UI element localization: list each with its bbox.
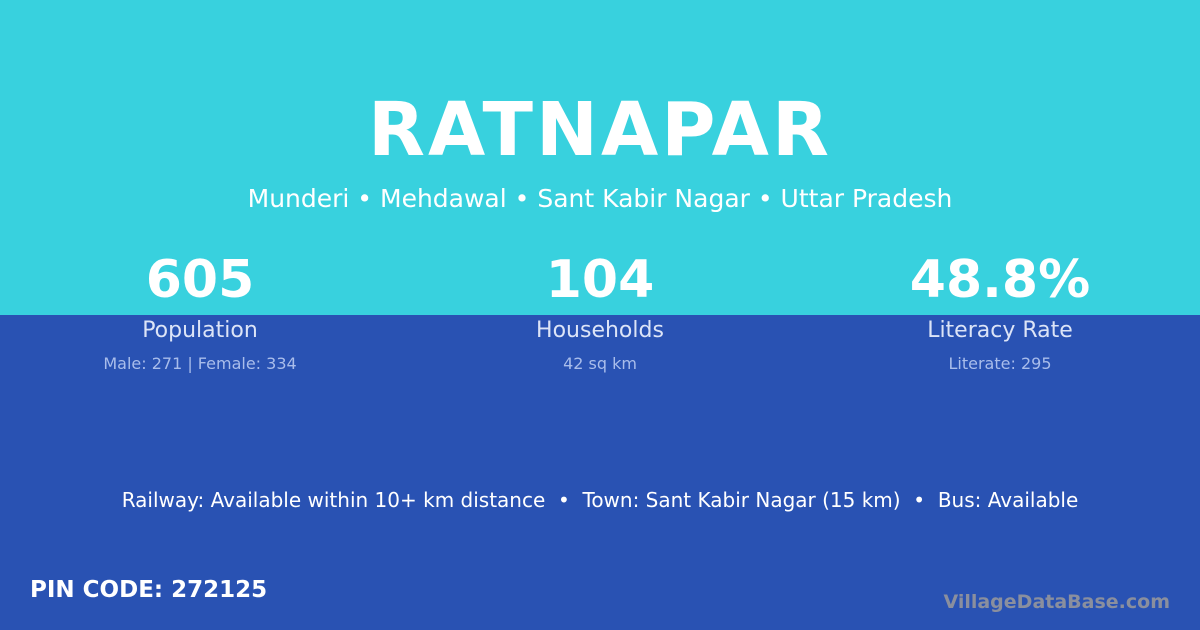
stat-label: Literacy Rate bbox=[927, 318, 1073, 343]
stat-detail: Literate: 295 bbox=[948, 354, 1052, 373]
stat-households: 104 Households 42 sq km bbox=[400, 248, 800, 376]
stat-detail: Male: 271 | Female: 334 bbox=[103, 354, 297, 373]
stat-detail: 42 sq km bbox=[563, 354, 637, 373]
village-name: RATNAPAR bbox=[368, 87, 832, 173]
pin-code: PIN CODE: 272125 bbox=[30, 577, 268, 603]
stat-population: 605 Population Male: 271 | Female: 334 bbox=[0, 248, 400, 376]
body-band bbox=[0, 315, 1200, 630]
stat-label: Population bbox=[142, 318, 258, 343]
header-band bbox=[0, 0, 1200, 315]
location-breadcrumb: Munderi • Mehdawal • Sant Kabir Nagar • … bbox=[247, 184, 953, 213]
stat-literacy: 48.8% Literacy Rate Literate: 295 bbox=[800, 248, 1200, 376]
stat-label: Households bbox=[536, 318, 664, 343]
brand-watermark: VillageDataBase.com bbox=[943, 591, 1170, 613]
stat-value: 48.8% bbox=[909, 250, 1091, 310]
connectivity-info: Railway: Available within 10+ km distanc… bbox=[121, 488, 1079, 512]
stat-value: 104 bbox=[545, 250, 655, 310]
stat-value: 605 bbox=[145, 250, 255, 310]
